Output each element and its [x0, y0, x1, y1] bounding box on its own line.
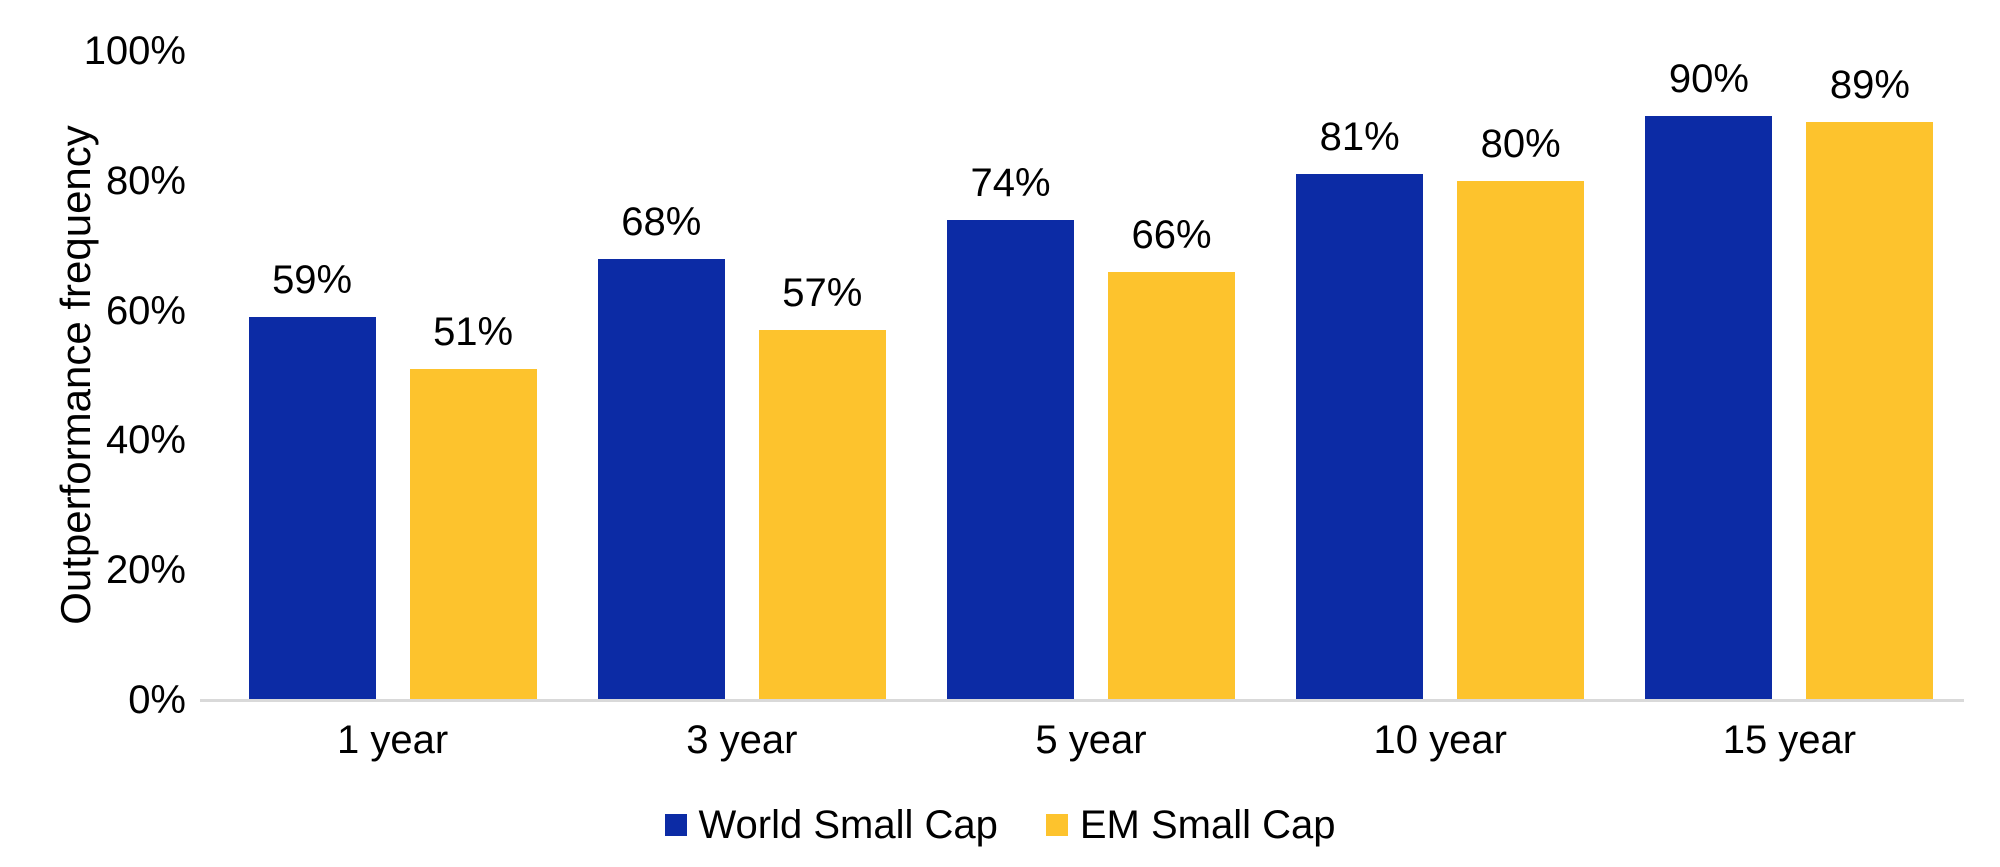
legend-label: EM Small Cap	[1079, 803, 1336, 847]
legend-item: EM Small Cap	[1045, 803, 1336, 847]
y-tick-label: 40%	[105, 418, 186, 463]
legend-label: World Small Cap	[698, 803, 998, 847]
bar-pair: 90% 89%	[1615, 51, 1964, 700]
bar-value-label: 90%	[1668, 56, 1749, 101]
bar	[409, 369, 537, 700]
bar-value-label: 57%	[782, 271, 863, 316]
bar	[248, 317, 376, 700]
bar	[1806, 122, 1934, 700]
x-tick-label: 1 year	[337, 718, 449, 762]
bar-value-label: 89%	[1829, 63, 1910, 108]
bar	[1645, 115, 1773, 700]
bar-with-label: 89%	[1806, 63, 1934, 700]
bar-pair: 81% 80%	[1266, 51, 1615, 700]
bar-value-label: 74%	[970, 160, 1051, 205]
bar	[597, 258, 725, 700]
y-tick-label: 20%	[105, 548, 186, 593]
x-tick-label: 3 year	[686, 718, 798, 762]
bar-group: 74% 66% 5 year	[916, 51, 1265, 762]
bar-with-label: 74%	[947, 162, 1074, 700]
bar-value-label: 51%	[433, 310, 514, 355]
bar-with-label: 59%	[248, 258, 376, 700]
x-tick-label: 15 year	[1722, 718, 1857, 762]
bar	[1296, 174, 1424, 700]
bar	[758, 330, 886, 700]
bar-with-label: 66%	[1108, 214, 1235, 700]
x-tick-label: 5 year	[1035, 718, 1147, 762]
y-tick-label: 0%	[128, 678, 186, 722]
bar-with-label: 51%	[409, 310, 537, 700]
y-tick-label: 100%	[83, 29, 186, 73]
legend-item: World Small Cap	[664, 803, 998, 847]
y-tick-label: 60%	[105, 288, 186, 333]
legend-swatch	[664, 814, 687, 836]
bar-with-label: 68%	[597, 199, 725, 700]
bar	[1457, 180, 1585, 700]
bar-pair: 68% 57%	[567, 51, 916, 700]
bar-with-label: 57%	[758, 271, 886, 700]
bar-with-label: 90%	[1645, 56, 1773, 700]
bar-value-label: 68%	[621, 199, 702, 244]
bar	[1108, 271, 1235, 700]
bar	[947, 219, 1074, 700]
bar-with-label: 81%	[1296, 115, 1424, 700]
bar-pair: 74% 66%	[916, 51, 1265, 700]
bar-with-label: 80%	[1457, 121, 1585, 700]
bar-group: 68% 57% 3 year	[567, 51, 916, 762]
bar-group: 90% 89% 15 year	[1615, 51, 1964, 762]
legend-swatch	[1045, 814, 1068, 836]
legend: World Small Cap EM Small Cap	[0, 803, 2000, 847]
y-tick-label: 80%	[105, 158, 186, 203]
bar-value-label: 81%	[1319, 115, 1400, 160]
bar-group: 59% 51% 1 year	[218, 51, 567, 762]
bar-group: 81% 80% 10 year	[1266, 51, 1615, 762]
plot-area: 59% 51% 1 year 68% 57% 3 year 74% 66% 5 year 81% 8…	[218, 51, 1964, 762]
x-axis-line	[200, 699, 1964, 702]
x-tick-label: 10 year	[1373, 718, 1507, 762]
bar-value-label: 80%	[1480, 121, 1561, 166]
bar-value-label: 66%	[1131, 212, 1212, 257]
bar-value-label: 59%	[272, 258, 353, 303]
bar-pair: 59% 51%	[218, 51, 567, 700]
